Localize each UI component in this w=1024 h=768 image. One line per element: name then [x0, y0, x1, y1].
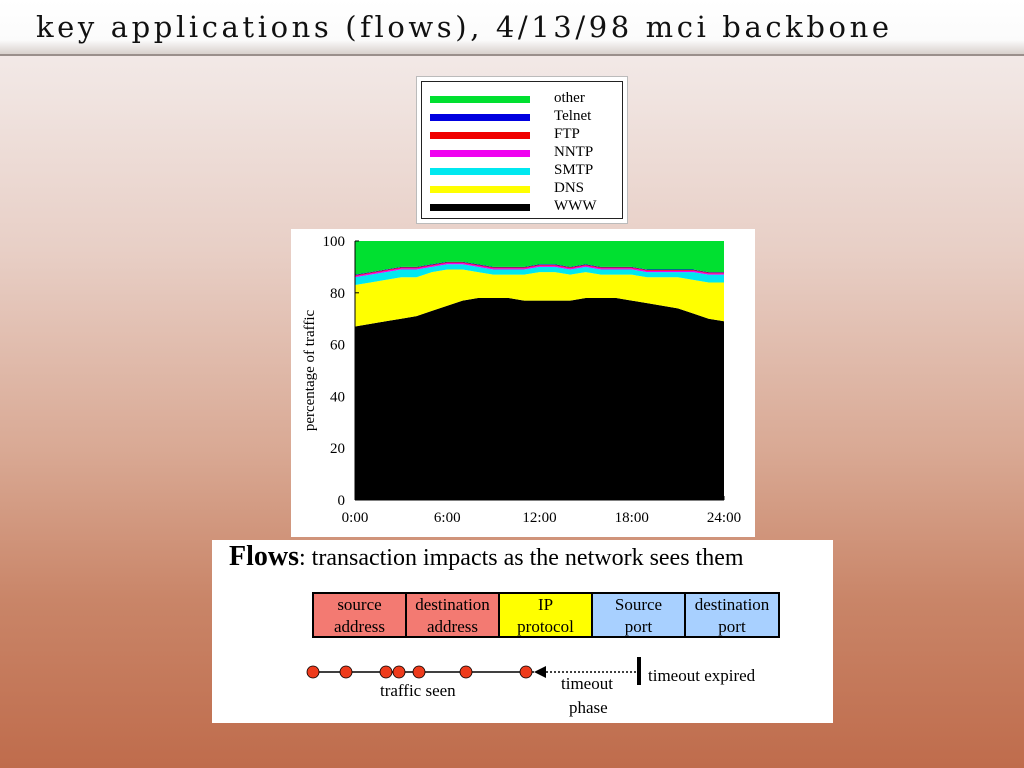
flows-heading-bold: Flows [229, 541, 299, 572]
timeout-expired-label: timeout expired [648, 666, 756, 685]
title-bar: key applications (flows), 4/13/98 mci ba… [0, 0, 1024, 56]
area-series-other [355, 241, 724, 275]
area-series-www [355, 297, 724, 500]
y-tick-label: 80 [330, 286, 345, 302]
legend-item-smtp: SMTP [430, 162, 620, 180]
flow-field-line2: address [334, 617, 385, 636]
flow-field-line2: protocol [517, 617, 574, 636]
x-tick-label: 0:00 [342, 510, 369, 526]
flow-field-line2: port [718, 617, 746, 636]
legend-label: NNTP [554, 144, 594, 160]
y-tick-label: 20 [330, 441, 345, 457]
legend-item-dns: DNS [430, 180, 620, 198]
legend-swatch [430, 114, 530, 121]
area-series-smtp [355, 264, 724, 286]
flow-field-line1: IP [537, 595, 554, 614]
traffic-dot [519, 665, 533, 679]
area-series-nntp [355, 263, 724, 278]
traffic-dot [379, 665, 393, 679]
flow-field-line2: address [427, 617, 478, 636]
legend-swatch [430, 96, 530, 103]
phase-label: phase [569, 698, 608, 717]
flow-field-line1: destination [415, 595, 490, 614]
legend-label: DNS [554, 180, 585, 196]
legend-swatch [430, 132, 530, 139]
flow-field-ip-protocol: IP protocol [498, 592, 593, 638]
x-tick-label: 24:00 [707, 510, 741, 526]
flow-field-destination-port: destination port [684, 592, 780, 638]
legend-swatch [430, 150, 530, 157]
x-tick-label: 18:00 [615, 510, 649, 526]
flow-field-line1: source [337, 595, 382, 614]
legend-frame: other Telnet FTP NNTP SMTP DNS WWW [421, 81, 623, 219]
flows-heading: Flows: transaction impacts as the networ… [229, 540, 744, 574]
flow-timeline [306, 657, 641, 685]
y-tick-label: 60 [330, 338, 345, 354]
slide-title: key applications (flows), 4/13/98 mci ba… [36, 10, 893, 44]
legend-swatch [430, 186, 530, 193]
y-tick-label: 0 [338, 493, 346, 509]
timeout-expired-marker [637, 657, 641, 685]
traffic-dot [392, 665, 406, 679]
traffic-dot [339, 665, 353, 679]
y-tick-label: 100 [323, 234, 346, 250]
legend-label: FTP [554, 126, 580, 142]
traffic-seen-label: traffic seen [380, 681, 456, 700]
area-series-dns [355, 269, 724, 327]
flow-field-line2: port [624, 617, 653, 636]
timeout-label: timeout [561, 674, 613, 693]
flow-field-line1: destination [694, 595, 770, 614]
flows-panel: Flows: transaction impacts as the networ… [212, 540, 833, 723]
legend-swatch [430, 168, 530, 175]
area-series-ftp [355, 262, 724, 276]
flows-heading-rest: : transaction impacts as the network see… [299, 545, 744, 571]
traffic-dot [412, 665, 426, 679]
legend-label: Telnet [554, 108, 592, 124]
chart-legend: other Telnet FTP NNTP SMTP DNS WWW [416, 76, 628, 224]
legend-item-www: WWW [430, 198, 620, 216]
y-tick-label: 40 [330, 389, 345, 405]
legend-item-other: other [430, 90, 620, 108]
x-tick-label: 12:00 [522, 510, 556, 526]
traffic-area-chart: 0 20 40 60 80 100 0:00 6:00 12:00 18:00 24:00 perce… [302, 234, 741, 526]
chart-panel: 0 20 40 60 80 100 0:00 6:00 12:00 18:00 24:00 perce… [291, 229, 755, 537]
legend-item-ftp: FTP [430, 126, 620, 144]
flow-field-destination-address: destination address [405, 592, 500, 638]
traffic-dot [459, 665, 473, 679]
legend-item-nntp: NNTP [430, 144, 620, 162]
flow-field-line1: Source [614, 595, 663, 614]
legend-swatch [430, 204, 530, 211]
x-tick-label: 6:00 [434, 510, 461, 526]
legend-label: SMTP [554, 162, 594, 178]
area-series-telnet [355, 261, 724, 276]
y-axis-label: percentage of traffic [302, 310, 318, 432]
legend-label: WWW [554, 198, 597, 214]
flow-field-source-port: Source port [591, 592, 686, 638]
legend-item-telnet: Telnet [430, 108, 620, 126]
traffic-dot [306, 665, 320, 679]
legend-label: other [554, 90, 585, 106]
timeout-arrow-icon [534, 666, 546, 678]
